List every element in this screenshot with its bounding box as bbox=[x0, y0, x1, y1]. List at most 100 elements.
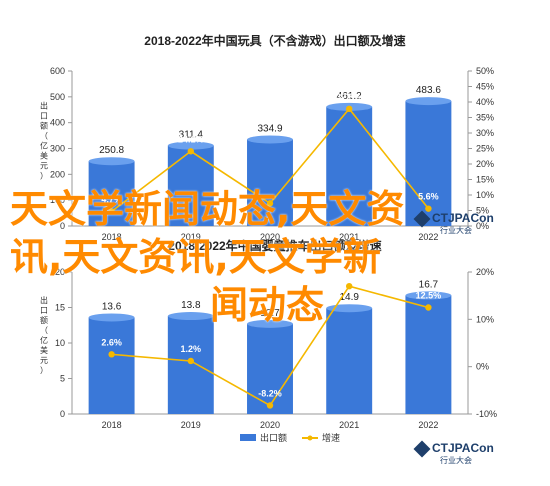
y2-tick-label: 10% bbox=[476, 314, 494, 324]
bar-cap bbox=[88, 157, 135, 166]
growth-label: 4.7% bbox=[101, 194, 122, 204]
bar bbox=[88, 161, 135, 226]
bar-cap bbox=[167, 312, 214, 321]
y-tick-label: 600 bbox=[50, 66, 65, 76]
y-tick-label: 20 bbox=[55, 267, 65, 277]
chart-1: 2018-2022年中国玩具（不含游戏）出口额及增速 0 100 200 300 400 5… bbox=[40, 33, 494, 242]
growth-point bbox=[425, 304, 432, 311]
bar-value-label: 334.9 bbox=[257, 123, 282, 134]
growth-point bbox=[425, 205, 432, 212]
growth-point bbox=[346, 105, 353, 113]
growth-label: 5.6% bbox=[418, 192, 439, 202]
bar-value-label: 13.8 bbox=[181, 300, 201, 311]
brand-mark-icon bbox=[413, 210, 431, 228]
y-tick-label: 400 bbox=[50, 118, 65, 128]
bar bbox=[405, 295, 452, 414]
y2-tick-label: 15% bbox=[476, 175, 494, 185]
legend-label-bars: 出口额 bbox=[260, 432, 287, 443]
legend-swatch-bars bbox=[240, 434, 256, 441]
y-tick-label: 100 bbox=[50, 195, 65, 205]
y2-tick-label: 20% bbox=[476, 267, 494, 277]
bar-value-label: 483.6 bbox=[416, 85, 441, 96]
y2-tick-label: 20% bbox=[476, 159, 494, 169]
y2-tick-label: -10% bbox=[476, 409, 497, 419]
x-tick-label: 2019 bbox=[181, 420, 201, 430]
bar bbox=[405, 101, 452, 226]
growth-label: 12.5% bbox=[416, 291, 442, 301]
legend-label-line: 增速 bbox=[322, 432, 340, 443]
bar-cap bbox=[326, 304, 373, 313]
x-tick-label: 2021 bbox=[339, 232, 359, 242]
y2-tick-label: 25% bbox=[476, 144, 494, 154]
brand-subtitle: 行业大会 bbox=[440, 455, 472, 465]
x-tick-label: 2021 bbox=[339, 420, 359, 430]
bar bbox=[247, 139, 293, 226]
chart-title: 2018-2022年中国婴童推车出口额及增速 bbox=[168, 238, 381, 253]
bar-value-label: 14.9 bbox=[339, 292, 359, 303]
y2-tick-label: 10% bbox=[476, 190, 494, 200]
y2-tick-label: 30% bbox=[476, 128, 494, 138]
y2-tick-label: 50% bbox=[476, 66, 494, 76]
y-tick-label: 10 bbox=[55, 338, 65, 348]
growth-point bbox=[108, 351, 115, 358]
bar-value-label: 16.7 bbox=[419, 279, 439, 290]
bar-cap bbox=[405, 291, 452, 300]
brand-subtitle: 行业大会 bbox=[440, 225, 472, 235]
growth-point bbox=[108, 208, 115, 215]
y2-tick-label: 0% bbox=[476, 362, 489, 372]
x-tick-label: 2018 bbox=[102, 232, 122, 242]
growth-point bbox=[266, 402, 274, 409]
x-tick-label: 2022 bbox=[418, 232, 438, 242]
bar-value-label: 12.7 bbox=[260, 308, 280, 319]
brand-name: CTJPACon bbox=[432, 211, 494, 225]
y2-tick-label: 5% bbox=[476, 206, 489, 216]
bar-cap bbox=[167, 141, 214, 150]
growth-label: 17.0% bbox=[336, 269, 362, 279]
chart-title: 2018-2022年中国玩具（不含游戏）出口额及增速 bbox=[144, 33, 405, 48]
legend-swatch-dot bbox=[307, 435, 313, 441]
y-tick-label: 15 bbox=[55, 303, 65, 313]
legend: 出口额 增速 bbox=[240, 432, 340, 443]
y2-tick-label: 40% bbox=[476, 97, 494, 107]
growth-label: 2.6% bbox=[101, 337, 122, 347]
y-tick-label: 300 bbox=[50, 144, 65, 154]
overlay-headline-line-1: 天文学新闻动态,天文资 bbox=[10, 187, 405, 231]
growth-label: 37.8% bbox=[336, 92, 362, 102]
overlay-headline-line-2: 讯,天文资讯,天文学新 bbox=[10, 235, 381, 279]
growth-label: -8.2% bbox=[258, 388, 282, 398]
growth-label: 1.2% bbox=[181, 344, 202, 354]
growth-point bbox=[187, 357, 194, 365]
bar bbox=[88, 317, 135, 414]
bar-cap bbox=[88, 313, 135, 322]
growth-point bbox=[346, 283, 353, 290]
x-tick-label: 2018 bbox=[102, 420, 122, 430]
y-tick-label: 0 bbox=[60, 221, 65, 231]
bar-cap bbox=[247, 319, 293, 328]
y-tick-label: 500 bbox=[50, 92, 65, 102]
x-tick-label: 2020 bbox=[260, 232, 280, 242]
bar bbox=[247, 323, 293, 414]
y2-tick-label: 0% bbox=[476, 221, 489, 231]
growth-point bbox=[266, 200, 274, 207]
y-tick-label: 200 bbox=[50, 169, 65, 179]
y2-tick-label: 35% bbox=[476, 113, 494, 123]
bar bbox=[167, 145, 214, 226]
growth-label: 24.1% bbox=[178, 134, 204, 144]
brand-name: CTJPACon bbox=[432, 441, 494, 455]
bar-cap bbox=[247, 135, 293, 144]
bar-value-label: 461.2 bbox=[337, 91, 362, 102]
bar bbox=[167, 316, 214, 414]
bar bbox=[326, 308, 373, 414]
x-tick-label: 2022 bbox=[418, 420, 438, 430]
growth-point bbox=[187, 148, 194, 155]
x-tick-label: 2019 bbox=[181, 232, 201, 242]
y2-tick-label: 45% bbox=[476, 82, 494, 92]
bar-value-label: 311.4 bbox=[179, 130, 204, 141]
y-axis-label: 出口额（亿美元） bbox=[40, 101, 48, 181]
y-tick-label: 0 bbox=[60, 409, 65, 419]
y-axis-label: 出口额（亿美元） bbox=[40, 295, 48, 375]
